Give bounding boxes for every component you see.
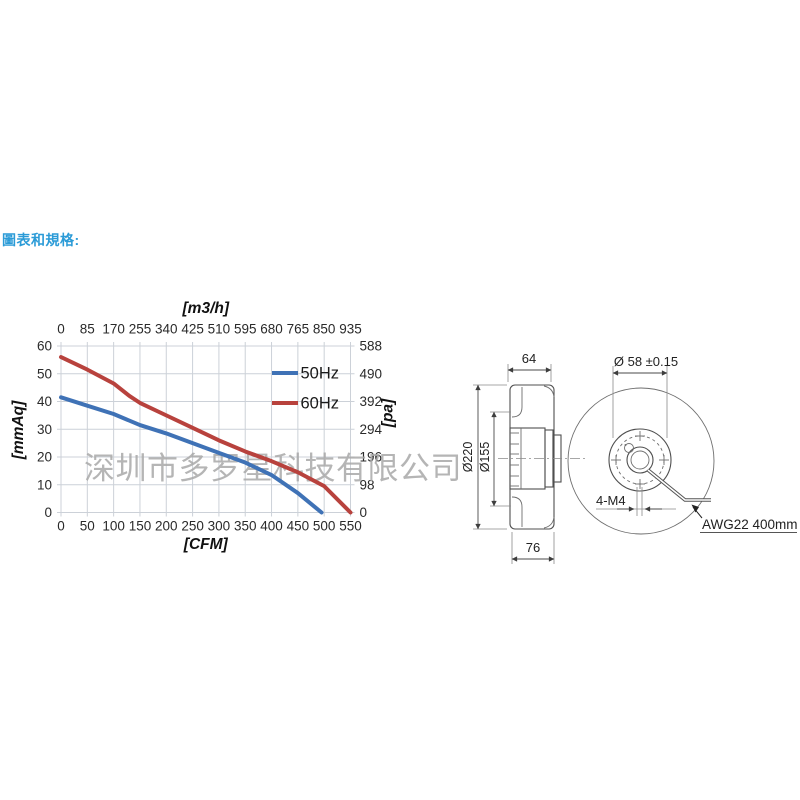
tick-label-top: 425 [181, 322, 204, 337]
dim-label-4m4: 4-M4 [596, 493, 626, 508]
fan-side-view: Ø220 Ø155 64 76 [461, 351, 588, 564]
tick-label-bottom: 400 [260, 519, 283, 534]
hub-circle [608, 428, 672, 492]
tick-label-left: 40 [37, 394, 52, 409]
lead-wire-core [647, 469, 711, 501]
dim-label-d155: Ø155 [478, 442, 492, 473]
dim-label-d220: Ø220 [461, 442, 475, 473]
series-50Hz [59, 395, 324, 515]
tick-label-top: 765 [287, 322, 310, 337]
dim-label-d58: Ø 58 ±0.15 [614, 354, 678, 369]
corner-top-right [543, 385, 555, 398]
tick-label-right: 392 [360, 394, 383, 409]
fan-curve-chart: 0085501701002551503402004252505103005953… [10, 300, 462, 553]
tick-label-bottom: 200 [155, 519, 178, 534]
tick-label-top: 680 [260, 322, 283, 337]
tick-label-top: 255 [129, 322, 152, 337]
wire-label: AWG22 400mm [702, 517, 798, 532]
tick-label-bottom: 550 [339, 519, 362, 534]
chart-legend: 50Hz 60Hz [272, 365, 339, 413]
inlet-ring-top [511, 387, 523, 418]
tick-label-bottom: 150 [129, 519, 152, 534]
pilot-hole [624, 443, 634, 453]
tick-label-bottom: 250 [181, 519, 204, 534]
chart-series [59, 355, 353, 515]
tick-label-top: 595 [234, 322, 257, 337]
tick-label-bottom: 100 [102, 519, 125, 534]
tick-label-left: 50 [37, 366, 52, 381]
tick-label-bottom: 0 [57, 519, 65, 534]
tick-label-bottom: 50 [80, 519, 95, 534]
tick-label-left: 60 [37, 339, 52, 354]
dim-label-64: 64 [522, 351, 536, 366]
tick-label-bottom: 350 [234, 519, 257, 534]
legend-label: 60Hz [301, 395, 340, 413]
tick-label-left: 10 [37, 477, 52, 492]
tick-label-bottom: 300 [208, 519, 231, 534]
impeller-body-outline [509, 384, 555, 530]
tick-label-bottom: 500 [313, 519, 336, 534]
wire-arrowhead [691, 504, 699, 513]
axis-title-cfm: [CFM] [183, 536, 229, 553]
tick-label-right: 294 [360, 422, 383, 437]
fan-technical-drawing: Ø220 Ø155 64 76 Ø [461, 351, 798, 564]
watermark-text: 深圳市多罗星科技有限公司 [84, 451, 462, 486]
series-60Hz [59, 355, 353, 515]
chart-axis-labels: 0085501701002551503402004252505103005953… [10, 300, 397, 553]
corner-bottom-right [543, 516, 555, 529]
dim-label-76: 76 [526, 540, 540, 555]
tick-label-left: 0 [44, 505, 52, 520]
axis-title-pa: [pa] [380, 398, 397, 428]
tick-label-top: 170 [102, 322, 125, 337]
axis-title-mmaq: [mmAq] [10, 400, 27, 460]
pilot-dot [624, 444, 627, 446]
page-title: 圖表和規格: [2, 232, 80, 248]
tick-label-bottom: 450 [287, 519, 310, 534]
m4-hole-marks [611, 431, 669, 489]
tick-label-right: 0 [360, 505, 368, 520]
axis-title-m3h: [m3/h] [182, 300, 230, 317]
chart-grid [57, 342, 355, 517]
tick-label-right: 98 [360, 477, 375, 492]
tick-label-top: 850 [313, 322, 336, 337]
tick-label-top: 935 [339, 322, 362, 337]
tick-label-top: 0 [57, 322, 65, 337]
impeller-outer-circle [567, 387, 715, 535]
legend-label: 50Hz [301, 365, 340, 383]
tick-label-left: 20 [37, 450, 52, 465]
tick-label-left: 30 [37, 422, 52, 437]
tick-label-top: 510 [208, 322, 231, 337]
fan-front-view: Ø 58 ±0.15 4-M4 AWG22 400mm [567, 354, 798, 535]
watermark-text: 深圳市多罗星科技有限公司 [84, 451, 462, 486]
tick-label-right: 490 [360, 366, 383, 381]
shaft-hole-inner [630, 450, 650, 470]
shaft-hole-outer [626, 446, 654, 474]
tick-label-right: 196 [360, 450, 383, 465]
tick-label-top: 340 [155, 322, 178, 337]
tick-label-top: 85 [80, 322, 95, 337]
wire-leader [692, 506, 703, 519]
tick-label-right: 588 [360, 339, 383, 354]
motor-vent-slots [510, 432, 519, 487]
inlet-ring-bottom [511, 496, 523, 527]
